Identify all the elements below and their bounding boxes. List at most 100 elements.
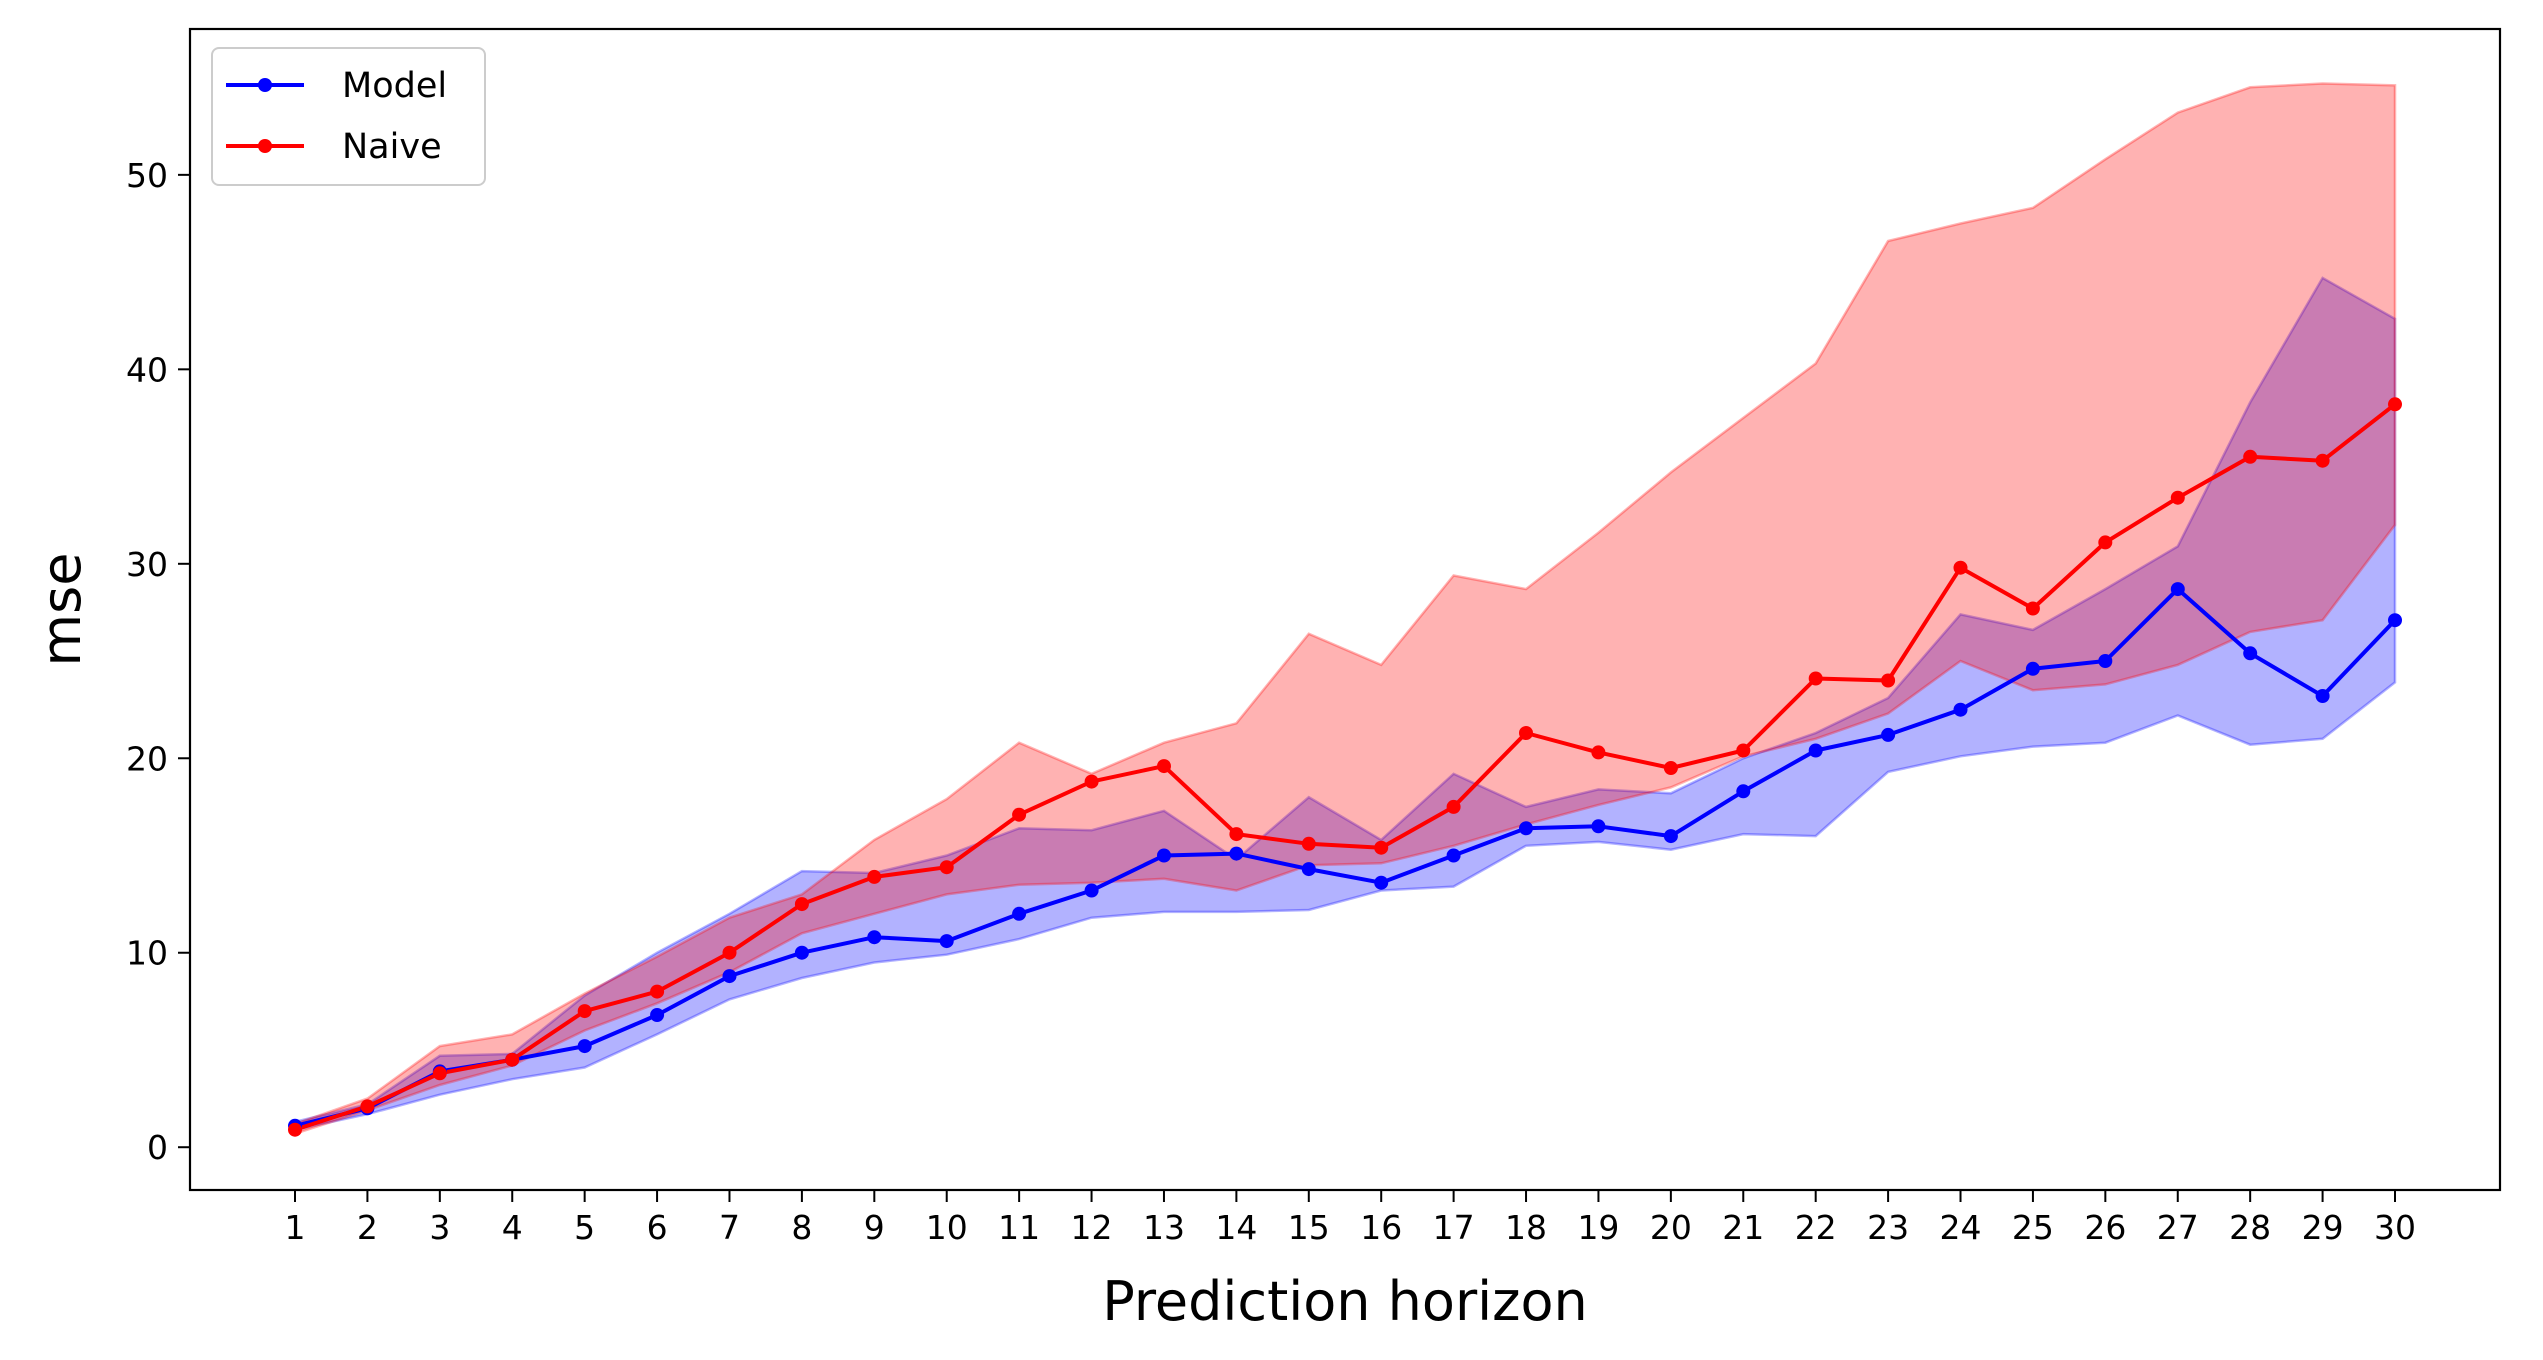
x-tick-label: 9 — [864, 1208, 885, 1247]
x-tick-label: 7 — [719, 1208, 740, 1247]
model-point — [722, 969, 737, 984]
model-point — [1229, 846, 1244, 861]
legend-box — [211, 47, 486, 186]
x-tick-label: 11 — [998, 1208, 1040, 1247]
x-tick-label: 12 — [1071, 1208, 1113, 1247]
x-axis-title: Prediction horizon — [1102, 1270, 1588, 1333]
model-band — [293, 276, 2397, 1132]
model-point — [577, 1039, 592, 1054]
model-point — [1446, 848, 1461, 863]
x-tick-label: 18 — [1505, 1208, 1547, 1247]
model-point — [2315, 689, 2330, 703]
x-tick-label: 19 — [1577, 1208, 1619, 1247]
model-point — [1953, 702, 1968, 717]
model-point — [1084, 883, 1099, 898]
x-tick-label: 5 — [574, 1208, 595, 1247]
x-tick-label: 14 — [1215, 1208, 1257, 1247]
model-point — [1881, 727, 1896, 742]
naive-point — [1446, 799, 1461, 814]
naive-point — [1374, 840, 1389, 855]
y-tick-label: 50 — [126, 156, 168, 195]
naive-point — [1663, 761, 1678, 775]
naive-point — [577, 1004, 592, 1019]
naive-point — [1157, 759, 1171, 774]
x-tick-label: 29 — [2302, 1208, 2344, 1247]
naive-point — [1084, 774, 1099, 789]
model-point — [939, 934, 954, 949]
legend-model-marker — [258, 78, 272, 92]
legend-naive-label: Naive — [342, 127, 442, 167]
naive-point — [867, 869, 882, 884]
naive-point — [1591, 745, 1606, 760]
naive-point — [650, 984, 665, 999]
naive-point — [794, 897, 809, 912]
naive-point — [1953, 560, 1968, 575]
x-tick-label: 24 — [1940, 1208, 1982, 1247]
naive-point — [1519, 726, 1533, 740]
naive-point — [2170, 490, 2185, 505]
model-point — [1301, 862, 1316, 877]
x-tick-label: 6 — [647, 1208, 668, 1247]
y-axis: 0 10 20 30 40 50 — [126, 156, 190, 1167]
x-tick-label: 23 — [1867, 1208, 1909, 1247]
naive-point — [2098, 535, 2113, 550]
model-point — [1519, 821, 1533, 836]
legend: Model Naive — [211, 47, 486, 186]
x-tick-label: 27 — [2157, 1208, 2199, 1247]
naive-point — [2315, 453, 2330, 468]
naive-point — [1808, 671, 1823, 686]
x-tick-label: 22 — [1795, 1208, 1837, 1247]
naive-point — [2243, 449, 2258, 464]
naive-line — [294, 402, 2397, 1132]
x-axis: 1 2 3 4 5 6 7 8 9 10 11 12 13 14 15 16 17 18 19 20 21 22 23 24 2… — [285, 1190, 2416, 1247]
x-tick-label: 17 — [1433, 1208, 1475, 1247]
naive-point — [2025, 601, 2040, 616]
model-point — [1808, 743, 1823, 758]
plot-frame — [188, 27, 2502, 1192]
model-point — [1157, 848, 1171, 863]
naive-point — [505, 1052, 520, 1067]
x-tick-label: 15 — [1288, 1208, 1330, 1247]
naive-point — [432, 1066, 447, 1081]
naive-point — [1012, 807, 1027, 822]
x-tick-label: 25 — [2012, 1208, 2054, 1247]
model-point — [1736, 784, 1751, 799]
naive-point — [722, 945, 737, 960]
x-tick-label: 30 — [2374, 1208, 2416, 1247]
series-points — [288, 397, 2402, 1137]
model-point — [1663, 829, 1678, 844]
x-tick-label: 8 — [791, 1208, 812, 1247]
model-point — [1591, 819, 1606, 834]
model-point — [2170, 582, 2185, 597]
x-tick-label: 2 — [357, 1208, 378, 1247]
naive-band — [293, 82, 2397, 1136]
model-point — [867, 930, 882, 945]
naive-point — [1736, 743, 1751, 758]
x-tick-label: 3 — [429, 1208, 450, 1247]
x-tick-label: 21 — [1722, 1208, 1764, 1247]
naive-point — [1301, 836, 1316, 851]
model-point — [2025, 661, 2040, 676]
y-tick-label: 20 — [126, 739, 168, 778]
y-tick-label: 40 — [126, 350, 168, 389]
x-tick-label: 4 — [502, 1208, 523, 1247]
model-point — [2388, 613, 2402, 628]
x-tick-label: 10 — [926, 1208, 968, 1247]
model-point — [2243, 646, 2258, 661]
y-tick-label: 0 — [147, 1128, 168, 1167]
naive-point — [1881, 673, 1896, 688]
x-tick-label: 16 — [1360, 1208, 1402, 1247]
x-tick-label: 26 — [2084, 1208, 2126, 1247]
y-axis-title: mse — [30, 553, 93, 667]
confidence-bands — [293, 82, 2397, 1136]
model-point — [794, 945, 809, 960]
y-tick-label: 10 — [126, 934, 168, 973]
naive-point — [939, 860, 954, 875]
x-tick-label: 20 — [1650, 1208, 1692, 1247]
y-tick-label: 30 — [126, 545, 168, 584]
naive-point — [2388, 397, 2402, 412]
model-point — [650, 1008, 665, 1022]
model-point — [2098, 654, 2113, 668]
model-point — [1012, 906, 1027, 921]
